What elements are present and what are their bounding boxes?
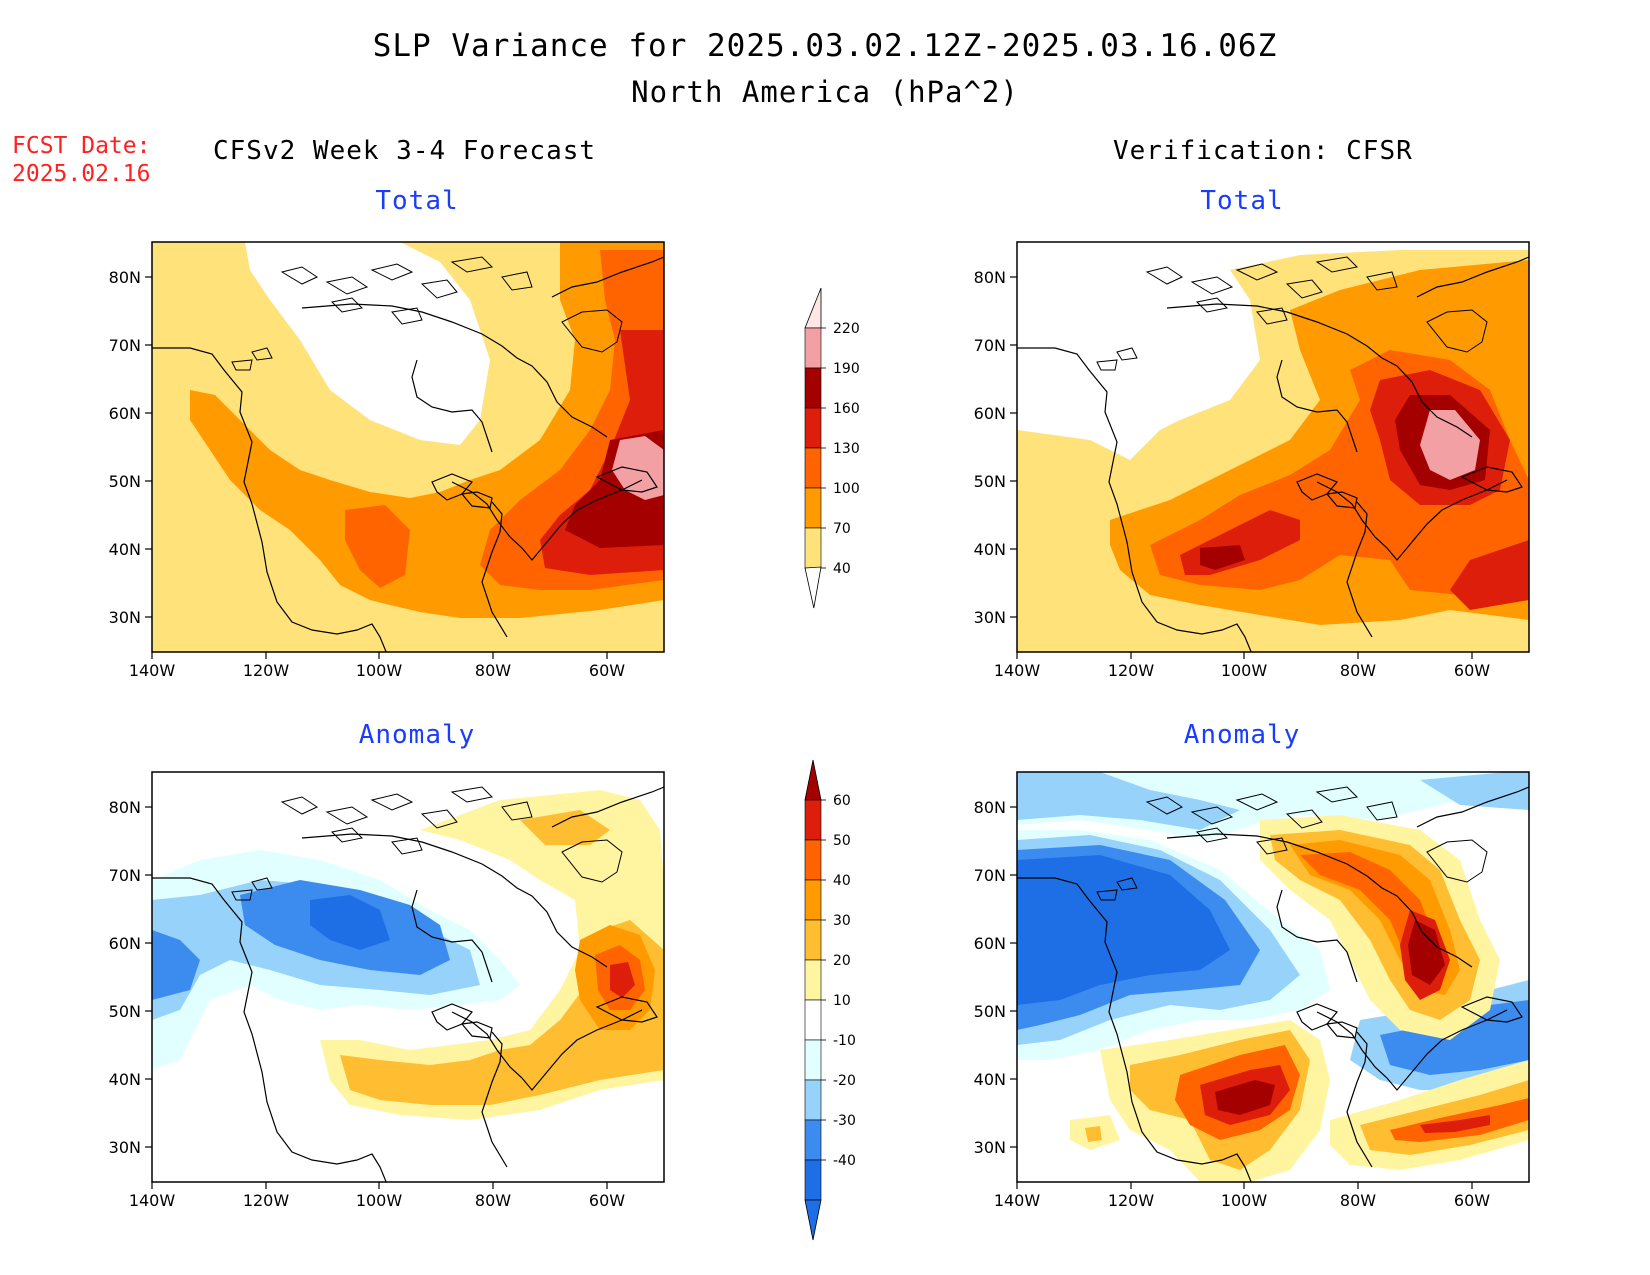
lon-label: 120W: [1108, 661, 1155, 680]
main-title: SLP Variance for 2025.03.02.12Z-2025.03.…: [372, 28, 1278, 64]
colorbar-swatch: [804, 959, 822, 1001]
colorbar-swatch: [804, 839, 822, 881]
axis-ticks: 80N 70N 60N 50N 40N 30N 140W 120W 100W 80W 60W 80N 7…: [109, 268, 1491, 1210]
colorbar-swatch: [804, 367, 822, 409]
colorbar-label: 30: [833, 913, 851, 929]
colorbar-total: 220 190 160 130 100 70 40: [804, 287, 860, 609]
lon-label: 60W: [589, 1191, 625, 1210]
lat-label: 80N: [109, 798, 141, 817]
forecast-total-label: Total: [375, 186, 459, 216]
colorbar-swatch: [804, 919, 822, 961]
lon-label: 80W: [475, 661, 511, 680]
colorbar-swatch: [804, 999, 822, 1041]
lat-label: 70N: [109, 866, 141, 885]
lat-label: 70N: [974, 866, 1006, 885]
colorbar-swatch: [804, 327, 822, 369]
lon-label: 140W: [994, 661, 1041, 680]
colorbar-swatch: [804, 566, 822, 609]
lat-label: 60N: [974, 404, 1006, 423]
colorbar-label: -20: [833, 1073, 856, 1089]
colorbar-label: 10: [833, 993, 851, 1009]
verification-anomaly-label: Anomaly: [1183, 720, 1301, 750]
lat-label: 50N: [974, 472, 1006, 491]
colorbar-swatch: [804, 527, 822, 569]
lat-label: 30N: [974, 1138, 1006, 1157]
lat-label: 40N: [109, 1070, 141, 1089]
forecast-anomaly-map: [152, 772, 664, 1182]
verification-total-map: [1017, 242, 1529, 652]
colorbar-label: 60: [833, 793, 851, 809]
colorbar-label: 160: [833, 401, 860, 417]
colorbar-label: 130: [833, 441, 860, 457]
colorbar-swatch: [804, 879, 822, 921]
colorbar-label: 40: [833, 561, 851, 577]
lat-label: 40N: [974, 540, 1006, 559]
lon-label: 140W: [129, 661, 176, 680]
colorbar-swatch: [804, 759, 822, 801]
lat-label: 80N: [974, 798, 1006, 817]
colorbar-label: 40: [833, 873, 851, 889]
lon-label: 60W: [1454, 1191, 1490, 1210]
colorbar-label: -40: [833, 1153, 856, 1169]
lon-label: 140W: [994, 1191, 1041, 1210]
lon-label: 140W: [129, 1191, 176, 1210]
colorbar-swatch: [804, 799, 822, 841]
lat-label: 80N: [109, 268, 141, 287]
colorbar-label: -10: [833, 1033, 856, 1049]
colorbar-swatch: [804, 1159, 822, 1201]
main-subtitle: North America (hPa^2): [631, 75, 1019, 109]
lat-label: 40N: [109, 540, 141, 559]
colorbar-swatch: [804, 1199, 822, 1241]
lat-label: 30N: [974, 608, 1006, 627]
colorbar-swatch: [804, 447, 822, 489]
lon-label: 80W: [1340, 661, 1376, 680]
colorbar-swatch: [804, 1119, 822, 1161]
colorbar-swatch: [804, 407, 822, 449]
verification-column-title: Verification: CFSR: [1113, 136, 1413, 166]
colorbar-label: 100: [833, 481, 860, 497]
verification-total-label: Total: [1200, 186, 1284, 216]
lon-label: 100W: [1221, 661, 1268, 680]
colorbar-label: -30: [833, 1113, 856, 1129]
lat-label: 60N: [109, 404, 141, 423]
lat-label: 50N: [109, 1002, 141, 1021]
colorbar-swatch: [804, 1079, 822, 1121]
fcst-date-label: FCST Date:: [12, 133, 151, 159]
lon-label: 100W: [1221, 1191, 1268, 1210]
colorbar-label: 50: [833, 833, 851, 849]
lat-label: 30N: [109, 608, 141, 627]
colorbar-label: 70: [833, 521, 851, 537]
lat-label: 70N: [109, 336, 141, 355]
lat-label: 50N: [974, 1002, 1006, 1021]
colorbar-label: 190: [833, 361, 860, 377]
lon-label: 80W: [1340, 1191, 1376, 1210]
forecast-total-map: [152, 242, 664, 652]
colorbar-swatch: [804, 487, 822, 529]
fcst-date-value: 2025.02.16: [12, 161, 151, 187]
forecast-anomaly-label: Anomaly: [358, 720, 476, 750]
lon-label: 120W: [243, 661, 290, 680]
lat-label: 30N: [109, 1138, 141, 1157]
colorbar-swatch: [804, 1039, 822, 1081]
forecast-column-title: CFSv2 Week 3-4 Forecast: [213, 136, 597, 166]
lon-label: 60W: [1454, 661, 1490, 680]
lat-label: 60N: [109, 934, 141, 953]
lon-label: 80W: [475, 1191, 511, 1210]
lat-label: 70N: [974, 336, 1006, 355]
lat-label: 60N: [974, 934, 1006, 953]
lon-label: 100W: [356, 661, 403, 680]
lat-label: 80N: [974, 268, 1006, 287]
colorbar-label: 220: [833, 321, 860, 337]
lat-label: 40N: [974, 1070, 1006, 1089]
lon-label: 120W: [1108, 1191, 1155, 1210]
lat-label: 50N: [109, 472, 141, 491]
colorbar-anomaly: 60 50 40 30 20 10 -10 -20 -30 -40: [804, 759, 856, 1241]
lon-label: 60W: [589, 661, 625, 680]
verification-anomaly-map: [1017, 772, 1529, 1182]
lon-label: 100W: [356, 1191, 403, 1210]
colorbar-swatch: [804, 287, 822, 329]
colorbar-label: 20: [833, 953, 851, 969]
lon-label: 120W: [243, 1191, 290, 1210]
